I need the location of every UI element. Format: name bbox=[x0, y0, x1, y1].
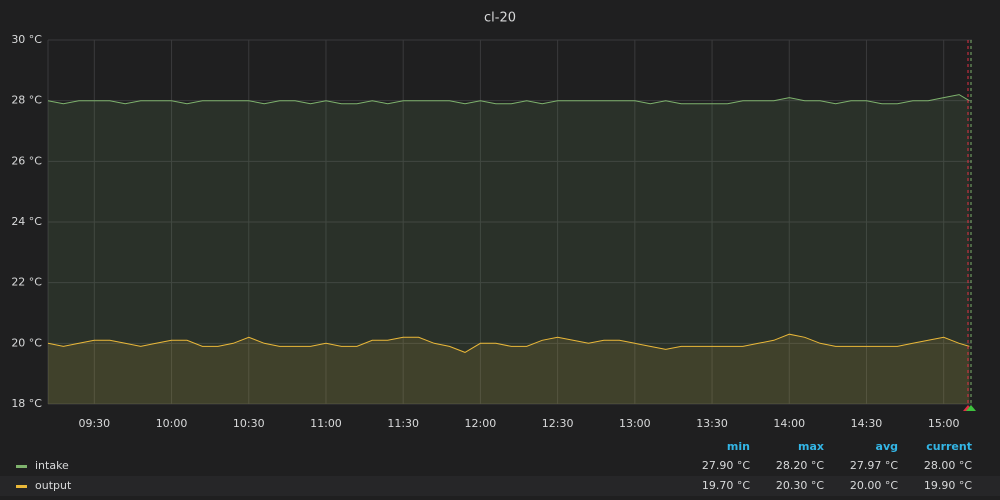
legend-label: output bbox=[35, 479, 72, 492]
legend-value: 27.97 °C bbox=[850, 459, 898, 472]
x-tick-label: 13:00 bbox=[619, 417, 651, 430]
legend-header: current bbox=[926, 440, 972, 453]
x-tick-label: 13:30 bbox=[696, 417, 728, 430]
chart-title: cl-20 bbox=[484, 11, 516, 26]
legend-label: intake bbox=[35, 459, 69, 472]
series-line bbox=[47, 333, 970, 353]
legend-swatch bbox=[16, 465, 27, 468]
x-tick-label: 12:30 bbox=[542, 417, 574, 430]
legend-value: 20.30 °C bbox=[776, 479, 824, 492]
y-tick-label: 24 °C bbox=[11, 215, 42, 228]
plot bbox=[47, 94, 970, 404]
annotation-marker bbox=[966, 405, 976, 411]
legend-header: min bbox=[727, 440, 750, 453]
y-tick-label: 26 °C bbox=[11, 154, 42, 167]
legend-value: 27.90 °C bbox=[702, 459, 750, 472]
y-tick-label: 18 °C bbox=[11, 397, 42, 410]
x-tick-label: 10:00 bbox=[156, 417, 188, 430]
x-tick-label: 14:00 bbox=[773, 417, 805, 430]
legend-header: avg bbox=[876, 440, 898, 453]
series-line bbox=[47, 94, 970, 105]
legend-value: 19.70 °C bbox=[702, 479, 750, 492]
legend-swatch bbox=[16, 485, 27, 488]
y-tick-label: 30 °C bbox=[11, 33, 42, 46]
y-tick-label: 20 °C bbox=[11, 336, 42, 349]
x-tick-label: 11:30 bbox=[387, 417, 419, 430]
x-tick-label: 09:30 bbox=[78, 417, 110, 430]
legend: min max avg current intake 27.90 °C 28.20 °C 27… bbox=[16, 440, 972, 492]
area-fill bbox=[48, 334, 970, 404]
legend-value: 28.00 °C bbox=[924, 459, 972, 472]
x-tick-label: 15:00 bbox=[928, 417, 960, 430]
x-tick-label: 14:30 bbox=[851, 417, 883, 430]
legend-value: 19.90 °C bbox=[924, 479, 972, 492]
legend-header: max bbox=[798, 440, 824, 453]
legend-value: 20.00 °C bbox=[850, 479, 898, 492]
x-tick-label: 12:00 bbox=[465, 417, 497, 430]
x-tick-label: 11:00 bbox=[310, 417, 342, 430]
legend-value: 28.20 °C bbox=[776, 459, 824, 472]
area-fill bbox=[48, 94, 970, 404]
y-tick-label: 28 °C bbox=[11, 94, 42, 107]
y-tick-label: 22 °C bbox=[11, 276, 42, 289]
legend-row-bg bbox=[0, 476, 1000, 496]
x-tick-label: 10:30 bbox=[233, 417, 265, 430]
